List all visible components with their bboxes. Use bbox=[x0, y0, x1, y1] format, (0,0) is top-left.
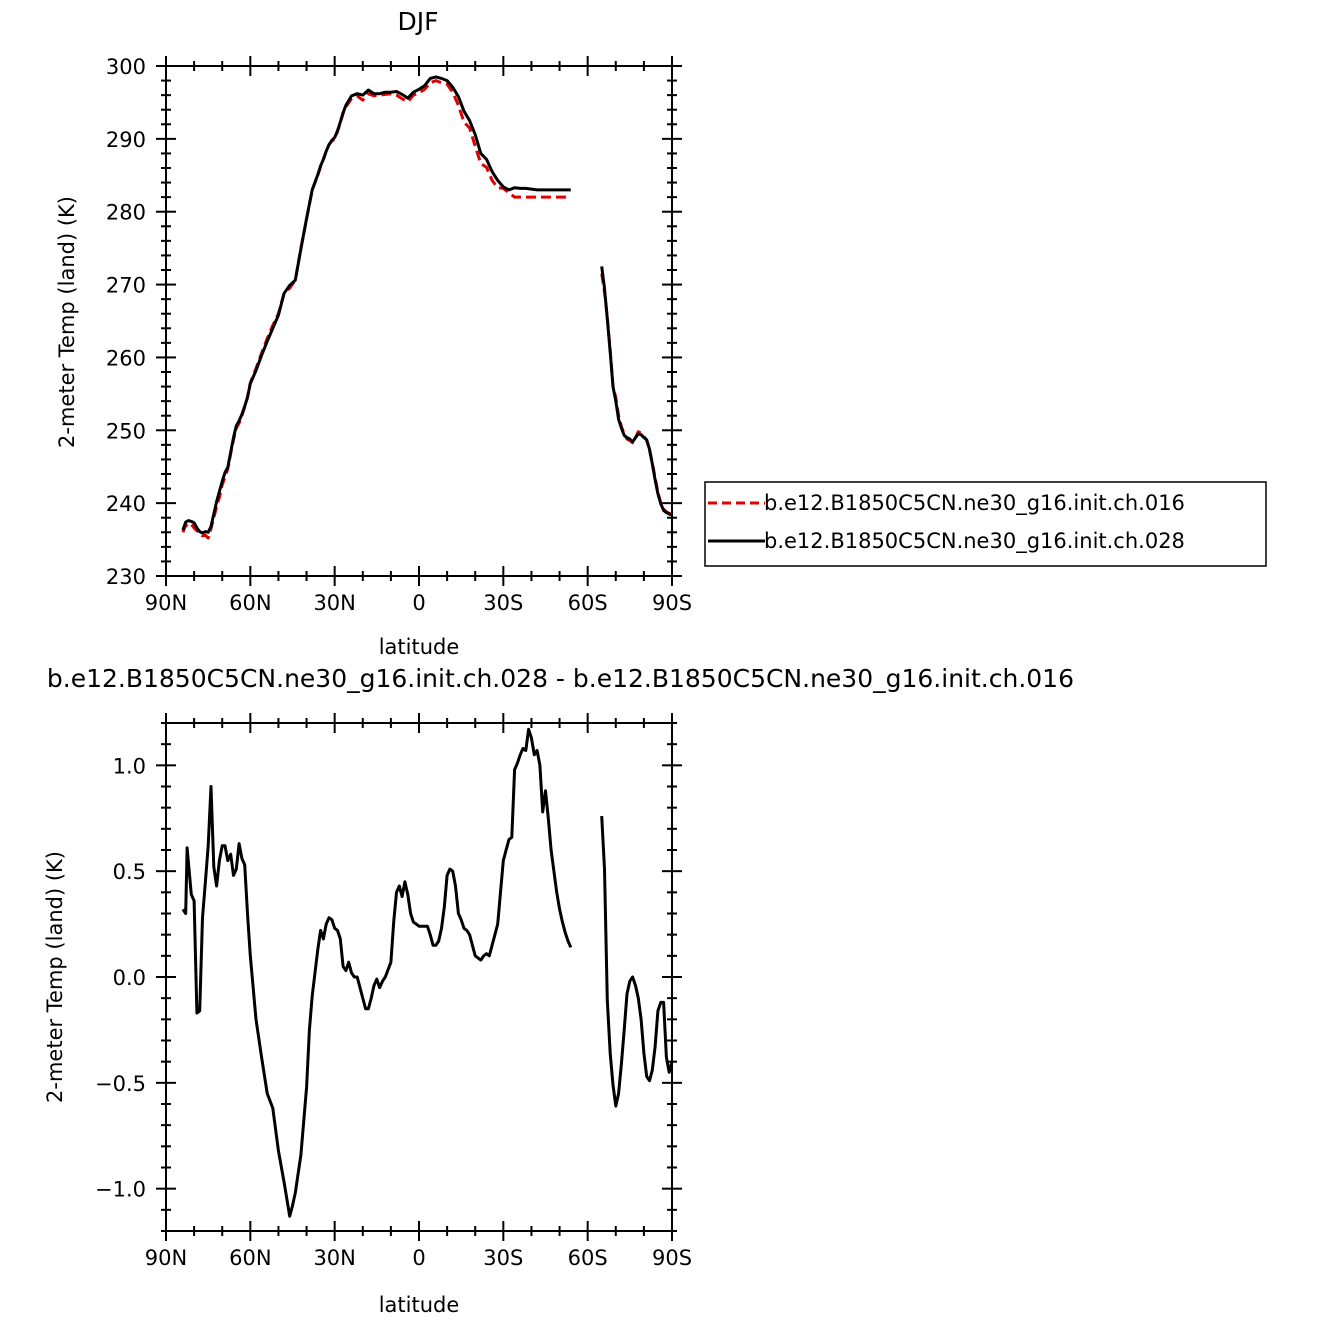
chart-top-title: DJF bbox=[397, 7, 438, 36]
legend: b.e12.B1850C5CN.ne30_g16.init.ch.016 b.e… bbox=[704, 481, 1267, 567]
chart-bottom-x-axis-label: latitude bbox=[379, 1293, 460, 1317]
chart-bottom-x-tick-label: 0 bbox=[412, 1246, 425, 1270]
chart-top-lines bbox=[181, 75, 673, 540]
chart-top-y-tick-label: 260 bbox=[106, 346, 146, 370]
chart-top-y-tick-label: 270 bbox=[106, 274, 146, 298]
chart-bottom-x-tick-label: 60N bbox=[229, 1246, 271, 1270]
chart-top-series-0-line-segment-0 bbox=[181, 79, 571, 540]
chart-top-y-tick-label: 300 bbox=[106, 55, 146, 79]
chart-top-y-tick-label: 290 bbox=[106, 128, 146, 152]
chart-bottom-y-tick-label: −0.5 bbox=[95, 1072, 146, 1096]
chart-top-y-tick-label: 240 bbox=[106, 492, 146, 516]
chart-top-x-tick-label: 60N bbox=[229, 591, 271, 615]
chart-top-x-tick-label: 30N bbox=[313, 591, 355, 615]
chart-top-x-axis-label: latitude bbox=[379, 635, 460, 659]
chart-top-x-tick-label: 90N bbox=[145, 591, 187, 615]
chart-top-series-1-line-segment-0 bbox=[181, 75, 571, 535]
chart-top-ticks: 90N 60N 30N 0 30S 60S 90S 230 240 250 260 270 280 290… bbox=[106, 55, 692, 615]
chart-bottom-y-tick-label: 1.0 bbox=[113, 754, 146, 778]
chart-bottom-series-0-line-segment-0 bbox=[181, 727, 573, 1218]
chart-bottom-ticks: 90N 60N 30N 0 30S 60S 90S 1.0 0.5 0.0 −0.5 −1.0 bbox=[95, 713, 692, 1270]
chart-bottom-x-tick-label: 30S bbox=[483, 1246, 523, 1270]
chart-bottom-y-tick-label: 0.5 bbox=[113, 860, 146, 884]
chart-bottom-lines bbox=[181, 727, 674, 1218]
chart-top-x-tick-label: 90S bbox=[652, 591, 692, 615]
chart-top-y-tick-label: 250 bbox=[106, 419, 146, 443]
chart-bottom-x-tick-label: 90S bbox=[652, 1246, 692, 1270]
chart-bottom-y-tick-label: −1.0 bbox=[95, 1178, 146, 1202]
chart-bottom-series-0-line-segment-1 bbox=[600, 816, 674, 1108]
legend-label-016: b.e12.B1850C5CN.ne30_g16.init.ch.016 bbox=[764, 491, 1185, 516]
chart-top-series-1-line-segment-1 bbox=[600, 266, 673, 517]
chart-top-y-tick-label: 230 bbox=[106, 565, 146, 589]
legend-box bbox=[704, 481, 1267, 567]
chart-bottom-y-axis-label: 2-meter Temp (land) (K) bbox=[43, 851, 67, 1103]
chart-top: DJF 90N 60N 30N 0 30S 60S 90S 230 240 250 260 270 28… bbox=[55, 7, 692, 659]
chart-bottom: b.e12.B1850C5CN.ne30_g16.init.ch.028 - b… bbox=[43, 664, 1074, 1317]
chart-bottom-x-tick-label: 30N bbox=[313, 1246, 355, 1270]
chart-top-x-tick-label: 0 bbox=[412, 591, 425, 615]
chart-bottom-y-tick-label: 0.0 bbox=[113, 966, 146, 990]
chart-top-x-tick-label: 30S bbox=[483, 591, 523, 615]
chart-top-x-tick-label: 60S bbox=[568, 591, 608, 615]
chart-bottom-x-tick-label: 60S bbox=[568, 1246, 608, 1270]
chart-bottom-title: b.e12.B1850C5CN.ne30_g16.init.ch.028 - b… bbox=[47, 664, 1074, 693]
chart-bottom-plot-frame bbox=[165, 722, 673, 1232]
legend-label-028: b.e12.B1850C5CN.ne30_g16.init.ch.028 bbox=[764, 529, 1185, 554]
chart-top-y-axis-label: 2-meter Temp (land) (K) bbox=[55, 196, 79, 448]
chart-top-y-tick-label: 280 bbox=[106, 201, 146, 225]
chart-top-plot-frame bbox=[165, 65, 673, 577]
chart-bottom-x-tick-label: 90N bbox=[145, 1246, 187, 1270]
chart-top-series-0-line-segment-1 bbox=[600, 273, 673, 516]
